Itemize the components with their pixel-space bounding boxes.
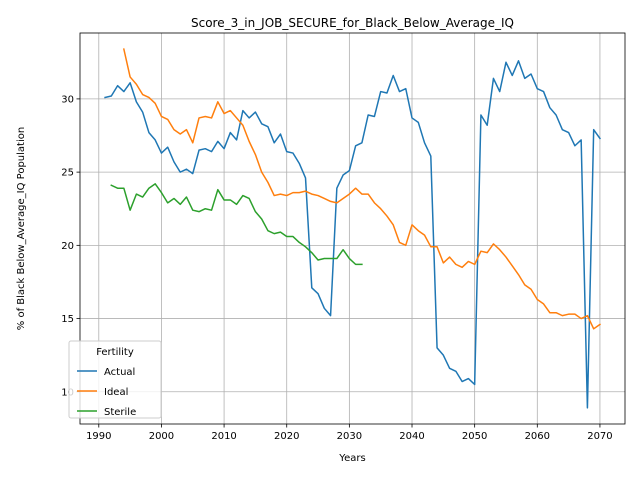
legend-label-actual: Actual xyxy=(104,367,135,378)
grid-lines xyxy=(80,33,625,424)
legend-label-sterile: Sterile xyxy=(104,407,136,418)
legend-box xyxy=(68,340,162,419)
y-axis-label: % of Black Below_Average_IQ Population xyxy=(16,127,27,330)
plot-frame xyxy=(79,32,626,425)
axis-ticks: 1990 2000 2010 2020 2030 2040 2050 2060 20701015… xyxy=(61,94,612,442)
x-tick-label: 1990 xyxy=(86,431,111,442)
x-axis-label: Years xyxy=(338,453,365,464)
x-tick-label: 2000 xyxy=(149,431,174,442)
legend-items: Actual Ideal Sterile xyxy=(77,367,136,418)
y-tick-label: 25 xyxy=(61,168,74,179)
series-layer xyxy=(104,48,601,409)
x-tick-label: 2060 xyxy=(525,431,550,442)
series-line-sterile xyxy=(110,183,363,266)
series-line-ideal xyxy=(122,48,601,330)
x-tick-label: 2050 xyxy=(462,431,487,442)
y-tick-label: 15 xyxy=(61,314,74,325)
legend-label-ideal: Ideal xyxy=(104,387,128,398)
x-tick-label: 2070 xyxy=(587,431,612,442)
y-tick-label: 20 xyxy=(61,241,74,252)
y-tick-label: 30 xyxy=(61,94,74,105)
x-tick-label: 2010 xyxy=(211,431,236,442)
x-tick-label: 2030 xyxy=(337,431,362,442)
x-tick-label: 2020 xyxy=(274,431,299,442)
series-line-actual xyxy=(104,60,601,409)
x-tick-label: 2040 xyxy=(399,431,424,442)
legend-title: Fertility xyxy=(96,347,134,358)
legend: Fertility Actual Ideal Sterile xyxy=(68,340,162,419)
chart-title: Score_3_in_JOB_SECURE_for_Black_Below_Av… xyxy=(191,16,514,30)
y-tick-label: 10 xyxy=(61,387,74,398)
